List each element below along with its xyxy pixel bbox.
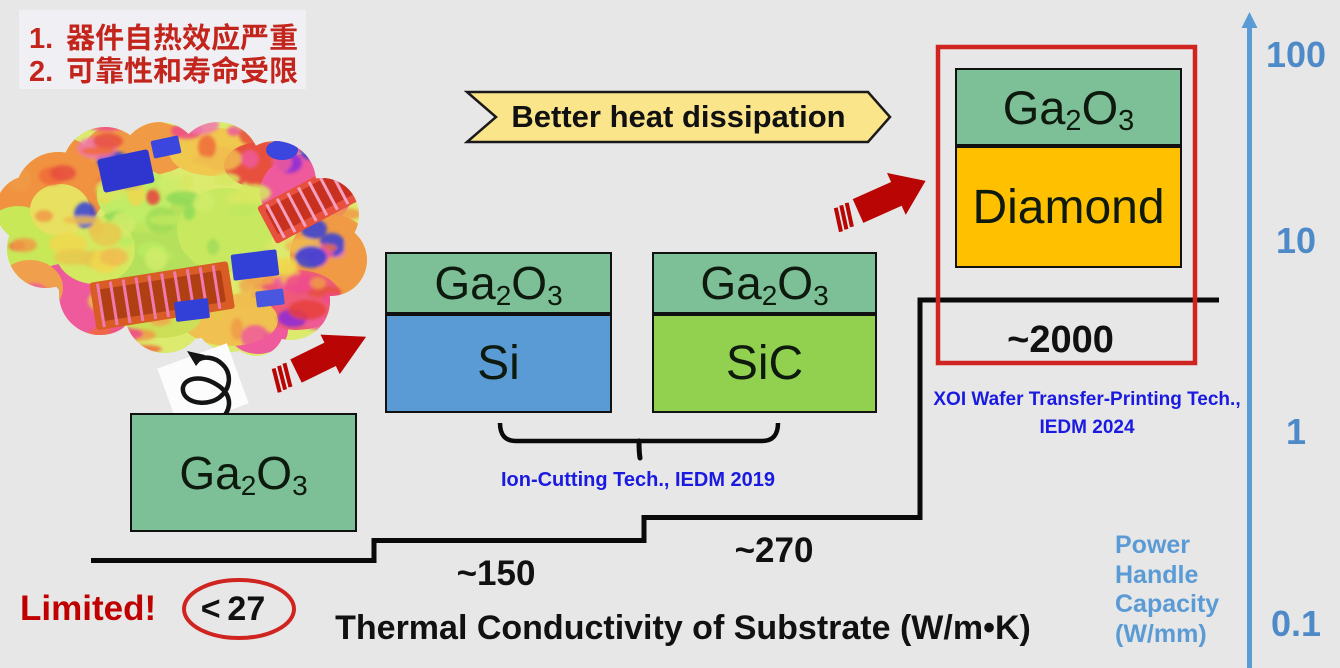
svg-text:2.: 2. (29, 56, 53, 88)
svg-text:1.: 1. (29, 23, 53, 55)
